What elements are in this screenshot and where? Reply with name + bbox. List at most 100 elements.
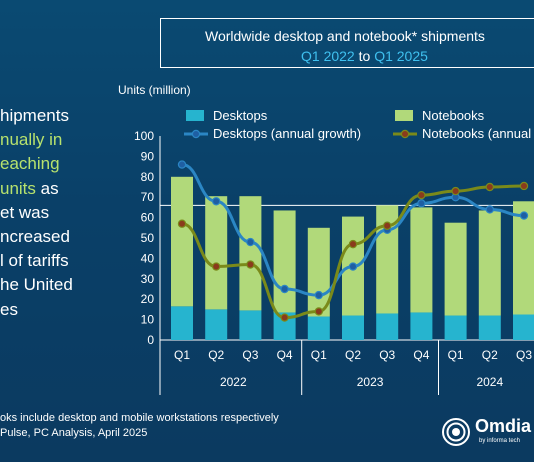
notebook-growth-point [348,239,358,249]
y-tick-label: 60 [141,211,155,225]
commentary-line: ncreased [0,225,118,249]
x-tick-label: Q3 [516,348,532,362]
desktop-growth-point [417,199,426,208]
commentary-line: he United [0,273,118,297]
desktop-growth-point [519,211,529,220]
desktop-growth-point [177,160,187,169]
legend-label: Notebooks [422,108,485,123]
commentary-fragment: he United [0,275,73,295]
desktop-growth-point [348,262,358,271]
bar-desktops [171,306,193,340]
chart-subtitle: Q1 2022 to Q1 2025 [301,48,428,64]
commentary-line: es [0,298,118,322]
legend-label: Desktops [213,108,268,123]
chart-title: Worldwide desktop and notebook* shipment… [205,28,485,44]
omdia-logo: Omdia by informa tech [441,415,534,451]
notebook-growth-point [280,313,289,322]
desktop-growth-point [485,205,494,214]
bar-desktops [376,313,399,340]
commentary-line: eaching [0,152,118,176]
logo-wordmark: Omdia [475,416,532,436]
x-tick-label: Q1 [311,348,327,362]
x-tick-label: Q1 [174,348,190,362]
commentary-line: units as [0,177,118,201]
bar-notebooks [478,210,501,316]
bar-desktops [342,315,364,340]
bar-desktops [444,315,467,340]
y-tick-label: 40 [141,251,155,265]
y-tick-label: 30 [141,272,155,286]
footnote-line-2: Pulse, PC Analysis, April 2025 [0,427,148,439]
x-tick-label: Q3 [242,348,258,362]
bar-notebooks [444,222,467,316]
bar-notebooks [239,196,262,311]
bar-notebooks [513,201,534,315]
notebook-growth-point [314,307,323,316]
notebook-growth-point [211,262,221,271]
commentary-fragment: et was [0,202,50,222]
y-tick-label: 10 [141,313,155,327]
commentary-fragment: ncreased [0,227,70,247]
y-tick-label: 100 [134,129,154,143]
legend-label: Desktops (annual growth) [213,126,361,141]
chart-title-box: Worldwide desktop and notebook* shipment… [160,18,534,68]
x-tick-label: Q2 [482,348,498,362]
x-tick-label: Q4 [413,348,429,362]
chart-legend: Desktops Notebooks Desktops (annual growth… [184,108,534,141]
legend-swatch [186,110,204,121]
notebook-growth-point [246,260,255,269]
footnote-line-1: oks include desktop and mobile workstati… [0,412,279,424]
bar-notebooks [205,196,228,310]
notebook-growth-point [451,186,460,196]
y-tick-label: 50 [141,231,155,245]
bar-series [171,176,534,340]
year-label: 2022 [220,375,247,389]
notebook-growth-point [383,221,392,230]
bar-notebooks [171,176,193,307]
commentary-fragment: units [0,178,36,198]
bar-desktops [205,309,228,340]
x-tick-label: Q2 [208,348,224,362]
year-label: 2023 [357,375,384,389]
bar-desktops [513,314,534,340]
legend-swatch-marker [400,129,410,139]
x-tick-label: Q4 [277,348,293,362]
growth-lines [177,160,529,322]
legend-swatch-marker [191,129,201,139]
period-connector: to [358,48,371,64]
notebook-growth-point [519,181,529,191]
commentary-fragment: as [35,178,59,198]
notebook-growth-point [177,219,187,228]
desktop-growth-point [314,290,323,300]
x-tick-label: Q3 [379,348,395,362]
legend-swatch [395,110,413,121]
commentary-fragment: nually in [0,130,63,150]
notebook-growth-line [181,184,525,320]
chart-axes: 0 10 20 30 40 50 60 70 80 90 100 Q1 Q2 Q3 Q4 Q1 Q2 Q3 Q4 Q1… [134,129,534,395]
x-tick-label: Q1 [448,348,464,362]
desktop-growth-point [211,197,221,206]
commentary-fragment: hipments [0,106,69,125]
x-tick-label: Q2 [345,348,361,362]
notebook-growth-point [485,182,494,192]
bar-notebooks [273,210,296,313]
commentary-line: l of tariffs [0,249,118,273]
desktop-growth-point [246,237,255,247]
period-start: Q1 2022 [301,48,355,64]
omdia-logo-icon [442,418,470,446]
y-tick-label: 80 [141,170,155,184]
commentary-line: hipments [0,104,118,128]
notebook-growth-point [417,190,426,200]
commentary-line: nually in [0,128,118,152]
y-tick-label: 70 [141,190,155,204]
footnote: oks include desktop and mobile workstati… [0,411,279,441]
commentary-line: et was [0,201,118,225]
bar-desktops [478,315,501,340]
y-tick-label: 90 [141,149,155,163]
bar-desktops [273,312,296,340]
desktop-growth-point [280,284,289,294]
y-axis-label: Units (million) [118,83,191,97]
bar-desktops [239,310,262,340]
